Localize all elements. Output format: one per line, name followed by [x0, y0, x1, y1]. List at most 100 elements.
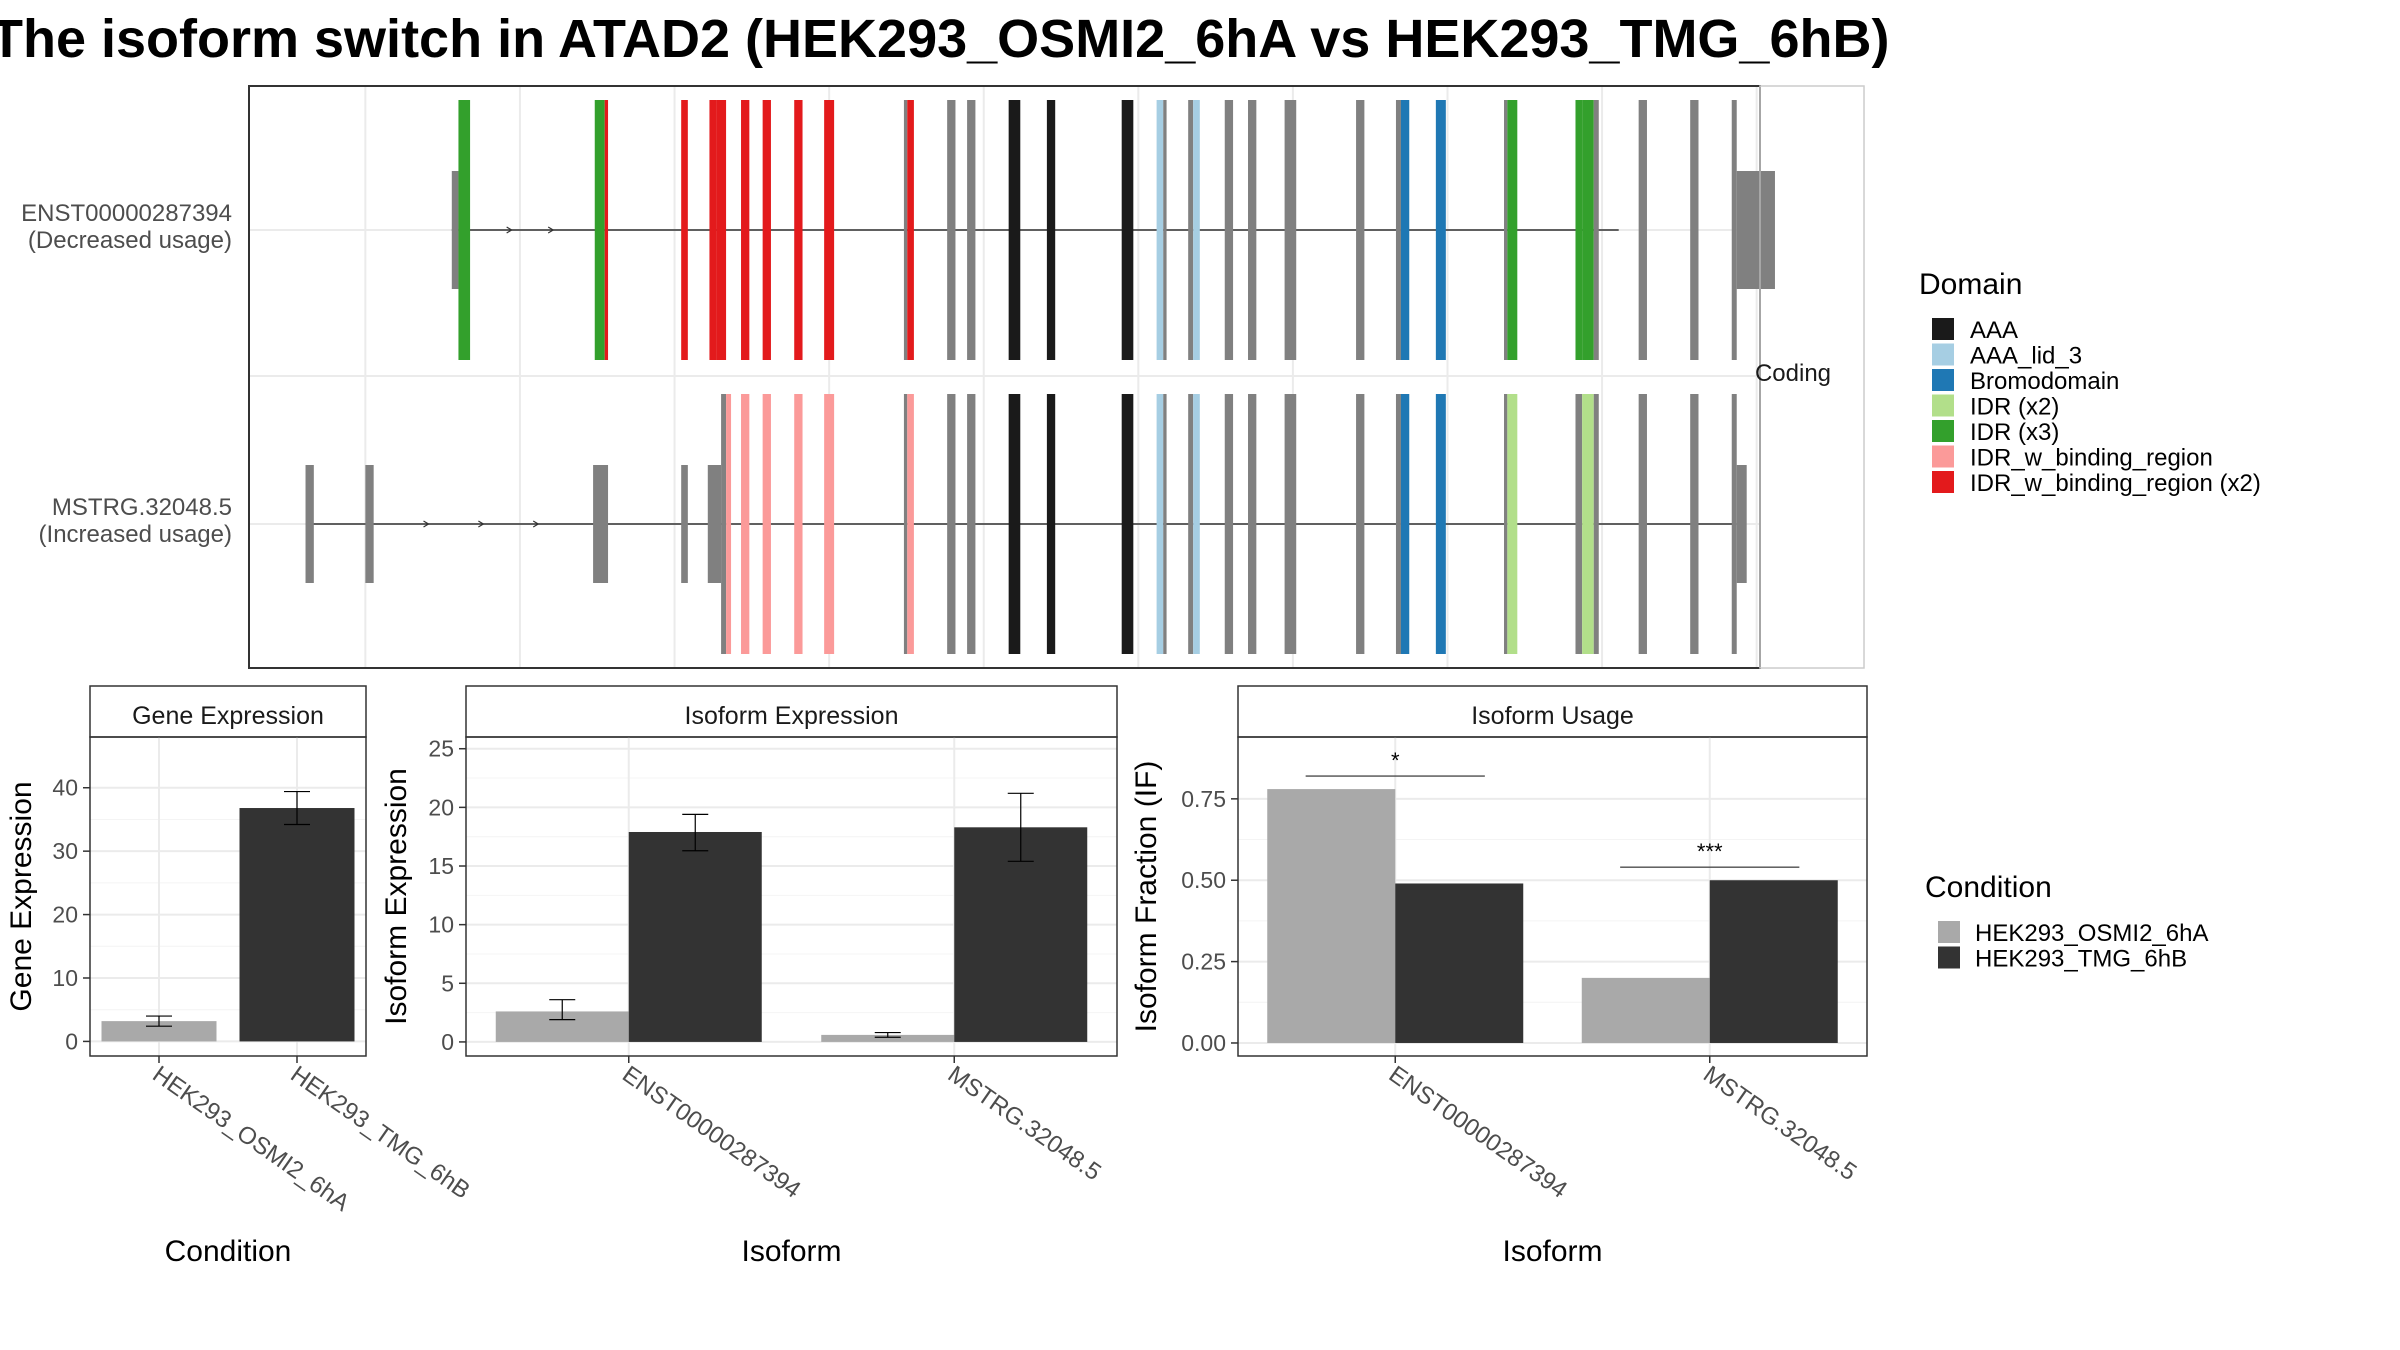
gene-structure-panel: ENST00000287394(Decreased usage) MSTRG.32…: [21, 86, 1864, 668]
bar: [629, 832, 762, 1042]
x-axis-title: Isoform: [1502, 1235, 1602, 1268]
y-axis-title: Isoform Expression: [380, 768, 413, 1025]
exon: [452, 171, 459, 289]
exon: [1356, 394, 1364, 654]
domain-exon: [1507, 100, 1517, 360]
y-tick-label: 0: [65, 1028, 78, 1054]
exon: [1504, 394, 1507, 654]
exon: [1248, 100, 1256, 360]
y-tick-label: 0.50: [1181, 867, 1226, 893]
y-tick-label: 0: [441, 1029, 454, 1055]
domain-exon: [458, 100, 470, 360]
domain-legend-key: [1932, 420, 1954, 442]
domain-exon: [1401, 100, 1409, 360]
y-tick-label: 10: [52, 965, 78, 991]
exon: [306, 465, 314, 583]
domain-exon: [1575, 100, 1582, 360]
y-tick-label: 0.25: [1181, 949, 1226, 975]
exon: [904, 394, 907, 654]
domain-exon: [763, 100, 771, 360]
exon: [1163, 394, 1166, 654]
domain-legend-label: AAA: [1970, 317, 2018, 344]
domain-legend-key: [1932, 395, 1954, 417]
domain-exon: [726, 394, 731, 654]
domain-exon: [794, 100, 802, 360]
exon: [1639, 394, 1647, 654]
y-tick-label: 0.75: [1181, 786, 1226, 812]
exon: [1732, 394, 1737, 654]
exon: [1188, 394, 1193, 654]
domain-exon: [741, 100, 749, 360]
domain-exon: [824, 394, 834, 654]
condition-legend-key: [1938, 921, 1960, 943]
exon: [1188, 100, 1193, 360]
domain-legend-key: [1932, 369, 1954, 391]
exon: [1285, 100, 1297, 360]
bar: [1267, 789, 1395, 1043]
y-tick-label: 20: [428, 794, 454, 820]
isoform-expression-chart: Isoform Expression 0 5 10 15 20 25 ENST00000287…: [380, 686, 1117, 1268]
domain-exon: [1401, 394, 1409, 654]
domain-exon: [1436, 100, 1446, 360]
exon: [708, 465, 721, 583]
exon: [1737, 171, 1775, 289]
domain-legend-key: [1932, 471, 1954, 493]
domain-exon: [1009, 394, 1021, 654]
figure-canvas: The isoform switch in ATAD2 (HEK293_OSMI…: [0, 0, 2400, 1350]
x-tick-label: MSTRG.32048.5: [1698, 1061, 1861, 1186]
exon: [1356, 100, 1364, 360]
domain-exon: [741, 394, 749, 654]
domain-legend-label: IDR (x3): [1970, 419, 2059, 446]
exon: [1225, 100, 1233, 360]
isoform-usage-chart: Isoform Usage****0.000.250.500.75ENST000…: [1130, 686, 1867, 1268]
figure: The isoform switch in ATAD2 (HEK293_OSMI…: [0, 0, 2400, 1350]
exon: [1594, 100, 1599, 360]
domain-exon: [1047, 394, 1055, 654]
exon: [1690, 394, 1698, 654]
domain-exon: [1193, 100, 1200, 360]
condition-legend-key: [1938, 947, 1960, 969]
exon: [1285, 394, 1297, 654]
x-tick-label: MSTRG.32048.5: [943, 1061, 1106, 1186]
exon: [1248, 394, 1256, 654]
domain-exon: [1436, 394, 1446, 654]
exon: [365, 465, 373, 583]
exon: [1575, 394, 1582, 654]
y-tick-label: 15: [428, 853, 454, 879]
y-tick-label: 0.00: [1181, 1030, 1226, 1056]
domain-legend-key: [1932, 446, 1954, 468]
exon: [947, 394, 955, 654]
x-axis-title: Isoform: [741, 1235, 841, 1268]
transcript-usage-label: (Increased usage): [39, 521, 232, 548]
domain-exon: [1582, 100, 1594, 360]
transcript-usage-label: (Decreased usage): [28, 227, 232, 254]
domain-legend-label: IDR (x2): [1970, 394, 2059, 421]
significance-label: ***: [1697, 839, 1723, 864]
condition-legend-title: Condition: [1925, 871, 2052, 904]
domain-exon: [1122, 394, 1134, 654]
domain-exon: [1157, 100, 1164, 360]
domain-legend-label: IDR_w_binding_region (x2): [1970, 470, 2261, 497]
exon: [1690, 100, 1698, 360]
facet-strip-label: Coding: [1755, 360, 1831, 387]
exon: [904, 100, 907, 360]
chart-title: Isoform Expression: [685, 702, 899, 730]
exon: [681, 465, 688, 583]
y-tick-label: 40: [52, 775, 78, 801]
domain-legend-label: IDR_w_binding_region: [1970, 445, 2213, 472]
domain-legend-title: Domain: [1919, 268, 2022, 301]
y-tick-label: 25: [428, 736, 454, 762]
domain-legend-label: AAA_lid_3: [1970, 343, 2082, 370]
exon: [1396, 394, 1401, 654]
domain-exon: [1009, 100, 1021, 360]
domain-exon: [595, 100, 605, 360]
exon: [947, 100, 955, 360]
y-axis-title: Isoform Fraction (IF): [1130, 761, 1163, 1033]
domain-legend-key: [1932, 344, 1954, 366]
y-tick-label: 20: [52, 902, 78, 928]
transcript-label: MSTRG.32048.5: [52, 494, 232, 521]
